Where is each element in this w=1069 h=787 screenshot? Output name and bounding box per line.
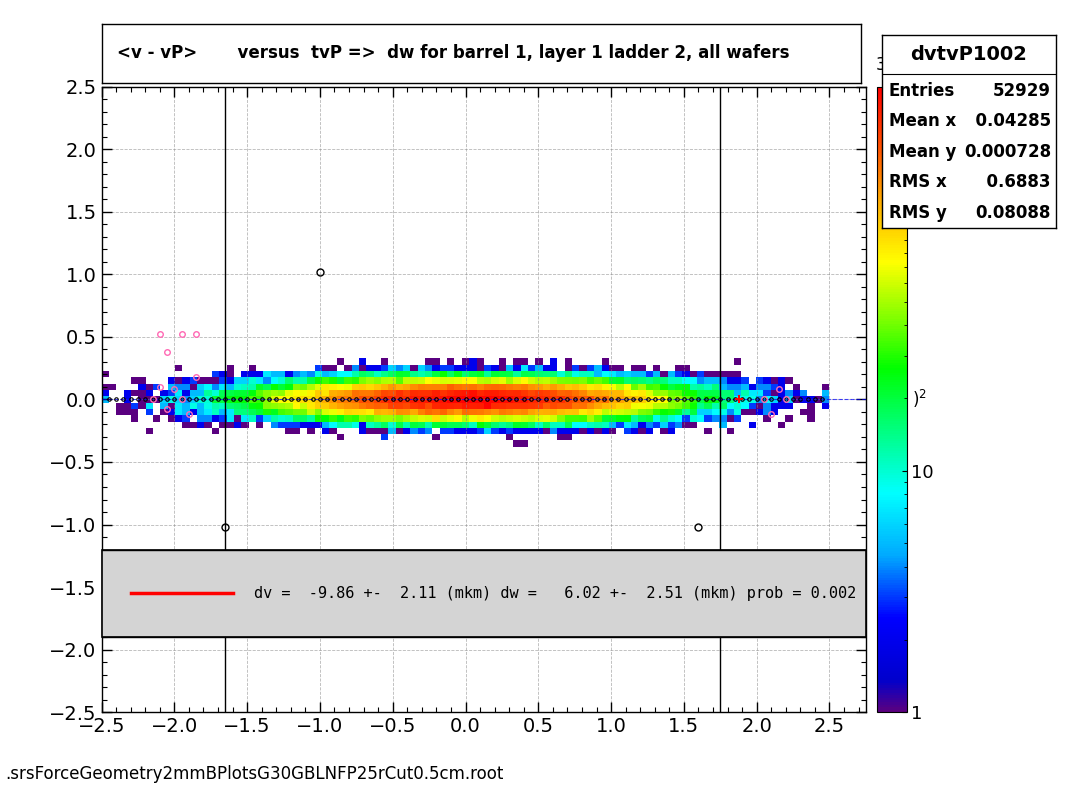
Text: RMS y: RMS y	[889, 204, 947, 222]
Text: <v - vP>       versus  tvP =>  dw for barrel 1, layer 1 ladder 2, all wafers: <v - vP> versus tvP => dw for barrel 1, …	[117, 44, 789, 62]
Text: .srsForceGeometry2mmBPlotsG30GBLNFP25rCut0.5cm.root: .srsForceGeometry2mmBPlotsG30GBLNFP25rCu…	[5, 765, 503, 783]
Text: RMS x: RMS x	[889, 173, 947, 191]
Text: Mean x: Mean x	[889, 113, 956, 130]
Text: dvtvP1002: dvtvP1002	[911, 45, 1027, 64]
Text: 0.08088: 0.08088	[976, 204, 1051, 222]
Text: Entries: Entries	[889, 82, 955, 100]
Text: 0.04285: 0.04285	[964, 113, 1051, 130]
Bar	[102, 549, 866, 637]
Text: Mean y: Mean y	[889, 142, 957, 161]
Text: 52929: 52929	[993, 82, 1051, 100]
Text: 0.000728: 0.000728	[964, 142, 1051, 161]
Text: 0.6883: 0.6883	[975, 173, 1051, 191]
Text: $)^2$: $)^2$	[912, 388, 927, 411]
Text: dv =  -9.86 +-  2.11 (mkm) dw =   6.02 +-  2.51 (mkm) prob = 0.002: dv = -9.86 +- 2.11 (mkm) dw = 6.02 +- 2.…	[254, 586, 856, 600]
Text: 390: 390	[876, 56, 908, 74]
